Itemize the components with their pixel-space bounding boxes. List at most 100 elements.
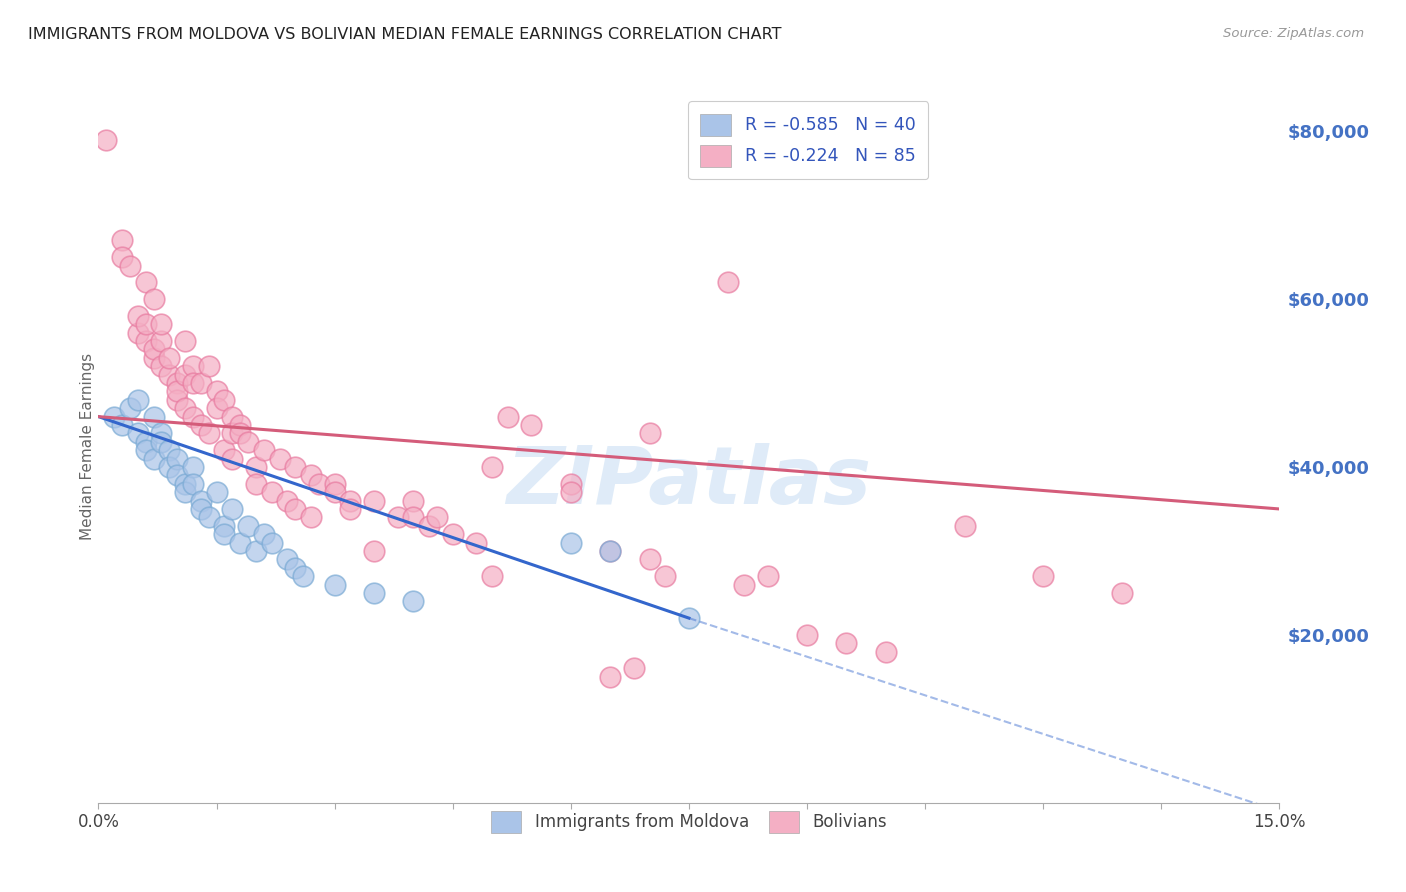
Point xyxy=(560,485,582,500)
Point xyxy=(142,351,165,365)
Point xyxy=(135,443,157,458)
Point xyxy=(229,426,252,441)
Point xyxy=(299,468,322,483)
Point xyxy=(127,309,149,323)
Point xyxy=(284,460,307,475)
Point xyxy=(135,318,157,332)
Point xyxy=(135,434,157,449)
Point xyxy=(481,460,503,475)
Point xyxy=(150,318,173,332)
Point xyxy=(157,460,180,475)
Point xyxy=(118,259,141,273)
Text: IMMIGRANTS FROM MOLDOVA VS BOLIVIAN MEDIAN FEMALE EARNINGS CORRELATION CHART: IMMIGRANTS FROM MOLDOVA VS BOLIVIAN MEDI… xyxy=(28,27,782,42)
Point xyxy=(142,451,165,466)
Point xyxy=(150,359,173,374)
Point xyxy=(875,645,897,659)
Point xyxy=(269,451,291,466)
Point xyxy=(236,518,259,533)
Point xyxy=(111,233,134,247)
Point xyxy=(197,426,219,441)
Point xyxy=(127,426,149,441)
Point xyxy=(190,376,212,390)
Point xyxy=(402,594,425,608)
Point xyxy=(323,577,346,591)
Point xyxy=(181,409,204,424)
Point xyxy=(135,334,157,348)
Point xyxy=(654,569,676,583)
Point xyxy=(229,535,252,549)
Point xyxy=(221,426,243,441)
Point xyxy=(339,493,361,508)
Point xyxy=(181,359,204,374)
Point xyxy=(142,409,165,424)
Point xyxy=(441,527,464,541)
Point xyxy=(387,510,409,524)
Point xyxy=(103,409,125,424)
Point xyxy=(363,586,385,600)
Point xyxy=(229,417,252,432)
Point xyxy=(181,376,204,390)
Point xyxy=(166,451,188,466)
Point xyxy=(174,368,197,382)
Point xyxy=(599,544,621,558)
Point xyxy=(599,670,621,684)
Point xyxy=(190,417,212,432)
Point xyxy=(733,577,755,591)
Point xyxy=(236,434,259,449)
Point xyxy=(111,417,134,432)
Point xyxy=(166,468,188,483)
Point xyxy=(638,426,661,441)
Point xyxy=(118,401,141,416)
Point xyxy=(756,569,779,583)
Point xyxy=(560,535,582,549)
Point xyxy=(260,485,283,500)
Point xyxy=(276,552,298,566)
Point xyxy=(520,417,543,432)
Legend: Immigrants from Moldova, Bolivians: Immigrants from Moldova, Bolivians xyxy=(482,803,896,841)
Point xyxy=(96,132,118,146)
Point xyxy=(221,502,243,516)
Point xyxy=(339,502,361,516)
Point xyxy=(205,485,228,500)
Point xyxy=(284,502,307,516)
Point xyxy=(481,569,503,583)
Point xyxy=(245,460,267,475)
Point xyxy=(127,326,149,340)
Point xyxy=(181,460,204,475)
Point xyxy=(157,368,180,382)
Point xyxy=(835,636,858,650)
Point xyxy=(1032,569,1054,583)
Point xyxy=(190,502,212,516)
Point xyxy=(150,426,173,441)
Point xyxy=(142,343,165,357)
Point xyxy=(717,275,740,289)
Point xyxy=(323,476,346,491)
Point xyxy=(214,518,236,533)
Point xyxy=(623,661,645,675)
Point xyxy=(150,334,173,348)
Point xyxy=(796,628,818,642)
Point xyxy=(323,485,346,500)
Point xyxy=(1111,586,1133,600)
Y-axis label: Median Female Earnings: Median Female Earnings xyxy=(80,352,94,540)
Text: Source: ZipAtlas.com: Source: ZipAtlas.com xyxy=(1223,27,1364,40)
Text: ZIPatlas: ZIPatlas xyxy=(506,442,872,521)
Point xyxy=(260,535,283,549)
Point xyxy=(308,476,330,491)
Point xyxy=(174,334,197,348)
Point xyxy=(599,544,621,558)
Point xyxy=(174,485,197,500)
Point xyxy=(426,510,449,524)
Point xyxy=(363,544,385,558)
Point xyxy=(214,443,236,458)
Point xyxy=(127,392,149,407)
Point xyxy=(166,392,188,407)
Point xyxy=(253,443,276,458)
Point xyxy=(560,476,582,491)
Point xyxy=(465,535,488,549)
Point xyxy=(157,443,180,458)
Point xyxy=(363,493,385,508)
Point xyxy=(135,275,157,289)
Point xyxy=(496,409,519,424)
Point xyxy=(284,560,307,574)
